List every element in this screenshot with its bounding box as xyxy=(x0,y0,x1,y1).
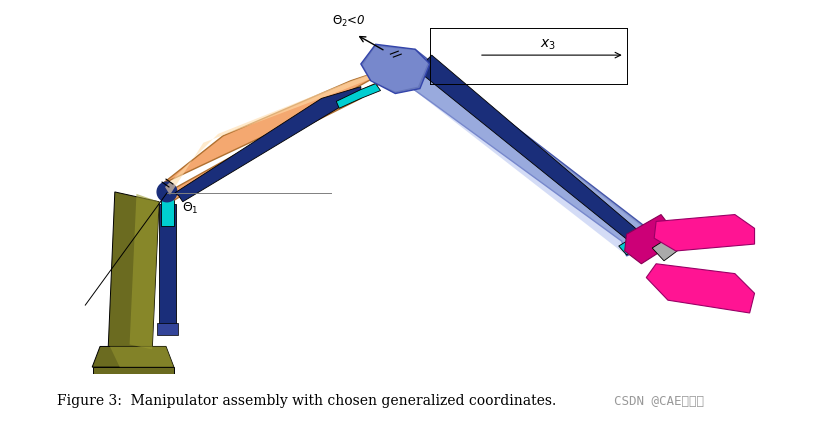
Text: CSDN @CAE工作者: CSDN @CAE工作者 xyxy=(614,395,704,408)
Polygon shape xyxy=(647,264,754,313)
Polygon shape xyxy=(165,67,390,195)
Polygon shape xyxy=(363,46,427,91)
Circle shape xyxy=(157,182,177,202)
Polygon shape xyxy=(157,323,178,334)
Text: $\Theta_2$<0: $\Theta_2$<0 xyxy=(332,14,366,29)
Polygon shape xyxy=(159,204,176,325)
Polygon shape xyxy=(361,44,430,94)
Text: Figure 3:  Manipulator assembly with chosen generalized coordinates.: Figure 3: Manipulator assembly with chos… xyxy=(57,394,557,408)
Polygon shape xyxy=(652,234,684,261)
Polygon shape xyxy=(92,346,173,367)
Text: $\Theta_1$: $\Theta_1$ xyxy=(182,201,198,216)
Polygon shape xyxy=(393,50,649,254)
Polygon shape xyxy=(625,215,674,264)
Polygon shape xyxy=(159,66,395,200)
Polygon shape xyxy=(654,215,754,251)
Polygon shape xyxy=(618,238,638,255)
Polygon shape xyxy=(93,367,173,376)
Polygon shape xyxy=(129,194,159,349)
Polygon shape xyxy=(108,192,159,354)
Polygon shape xyxy=(161,192,173,227)
Polygon shape xyxy=(418,55,647,249)
Polygon shape xyxy=(336,84,380,108)
Polygon shape xyxy=(175,87,361,202)
Polygon shape xyxy=(390,49,652,256)
Text: $x_3$: $x_3$ xyxy=(540,37,556,52)
Polygon shape xyxy=(110,346,173,367)
